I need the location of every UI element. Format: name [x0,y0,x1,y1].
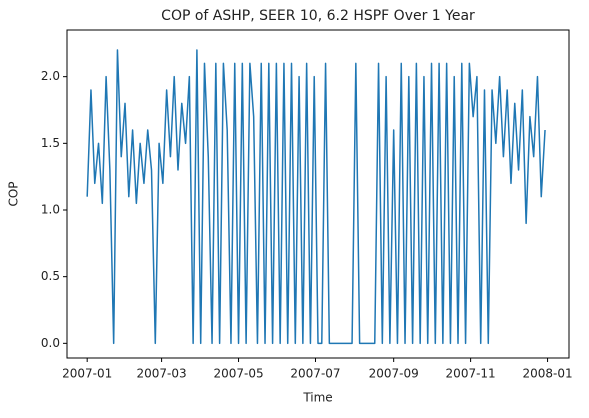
y-tick-label: 2.0 [41,69,60,83]
x-tick-label: 2008-01 [522,367,572,381]
plot-frame [66,29,570,359]
data-line [86,49,546,345]
y-axis-label: COP [7,181,21,206]
x-tick-label: 2007-05 [213,367,263,381]
y-tick-label: 0.5 [41,269,60,283]
x-tick-label: 2007-01 [62,367,112,381]
x-tick-label: 2007-03 [137,367,187,381]
x-tick-label: 2007-07 [290,367,340,381]
x-tick-label: 2007-11 [446,367,496,381]
chart-title: COP of ASHP, SEER 10, 6.2 HSPF Over 1 Ye… [161,8,475,24]
y-tick-label: 1.5 [41,136,60,150]
y-tick-label: 1.0 [41,203,60,217]
x-axis-label: Time [302,391,332,405]
x-tick-label: 2007-09 [369,367,419,381]
y-tick-label: 0.0 [41,336,60,350]
